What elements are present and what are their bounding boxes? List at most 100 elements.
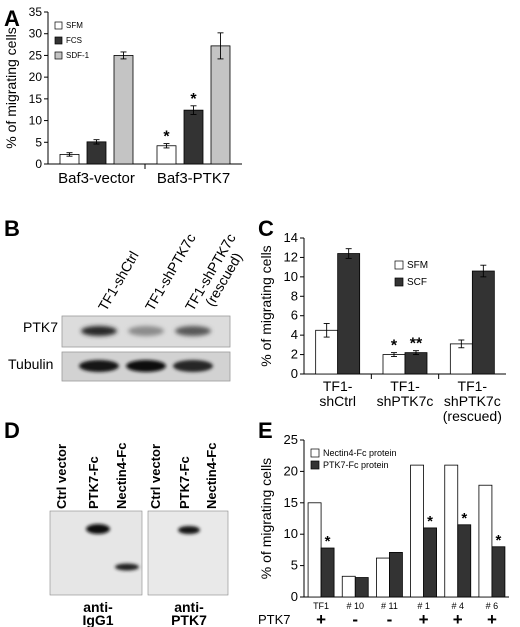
y-tick-label: 14 — [284, 230, 298, 245]
bar — [478, 484, 493, 598]
blot-d-lane-label: PTK7-Fc — [86, 456, 101, 509]
bar — [320, 547, 335, 598]
y-tick-label: 8 — [291, 288, 298, 303]
bar — [457, 524, 472, 598]
x-tick-label: TF1- — [390, 378, 420, 394]
bar — [404, 352, 428, 375]
legend-swatch — [54, 21, 63, 30]
ptk7-row-label: PTK7 — [258, 612, 291, 627]
blot-band-nectin4-fc — [115, 563, 139, 571]
blot-band-ptk7 — [128, 326, 164, 336]
bar — [354, 577, 369, 598]
bar — [210, 45, 231, 165]
legend-label: SDF-1 — [66, 51, 90, 60]
panel-label-c: C — [258, 216, 274, 241]
chart-e: 0 5 10 15 20 25 % of migrating cells * TF1 # 10 # … — [258, 432, 509, 627]
legend-swatch — [54, 51, 63, 60]
blot-d-antibody-label: anti- — [83, 599, 113, 615]
bar — [423, 527, 437, 598]
y-tick-label: 4 — [291, 327, 298, 342]
y-axis-label: % of migrating cells — [258, 458, 274, 579]
panel-label-d: D — [4, 418, 20, 443]
chart-a: 0 5 10 15 20 25 30 35 % of migrating cells Baf3-v… — [3, 5, 242, 187]
blot-b-lane-label: TF1-shCtrl — [95, 248, 142, 313]
legend-label: Nectin4-Fc protein — [323, 448, 397, 458]
blot-band-ptk7 — [175, 326, 211, 336]
x-tick-label: shPTK7c — [377, 393, 434, 409]
y-axis-label: % of migrating cells — [3, 27, 19, 148]
legend-swatch — [54, 36, 63, 45]
y-tick-label: 5 — [35, 135, 42, 149]
bar — [376, 557, 390, 598]
bar — [113, 55, 134, 165]
y-tick-label: 25 — [29, 48, 43, 62]
x-tick-label: TF1 — [313, 601, 329, 611]
blot-b: TF1-shCtrl TF1-shPTK7c TF1-shPTK7c (resc… — [8, 231, 245, 382]
blot-b-row-label: Tubulin — [8, 356, 53, 372]
legend-label: FCS — [66, 36, 82, 45]
y-tick-label: 2 — [291, 347, 298, 362]
blot-d-film-2 — [147, 510, 229, 596]
bar — [307, 502, 322, 598]
blot-d-lane-label: Nectin4-Fc — [204, 443, 219, 509]
blot-d-antibody-label: IgG1 — [82, 612, 113, 627]
significance-label: * — [461, 510, 467, 527]
ptk7-status: + — [316, 610, 326, 627]
y-tick-label: 0 — [291, 589, 298, 604]
significance-label: * — [391, 338, 398, 355]
significance-label: * — [325, 533, 331, 550]
significance-label: * — [495, 532, 501, 549]
panel-label-e: E — [258, 418, 273, 443]
ptk7-status: + — [487, 610, 497, 627]
significance-label: * — [163, 129, 170, 146]
legend-label: PTK7-Fc protein — [323, 460, 389, 470]
bar — [444, 464, 459, 598]
legend-label: SFM — [66, 21, 83, 30]
blot-band-ptk7 — [81, 326, 117, 336]
y-tick-label: 20 — [29, 70, 43, 84]
x-tick-label: shPTK7c — [444, 393, 501, 409]
significance-label: * — [190, 91, 197, 108]
blot-b-row-label: PTK7 — [23, 319, 58, 335]
legend-swatch — [310, 460, 320, 470]
ptk7-status: + — [419, 610, 429, 627]
legend-swatch — [394, 260, 404, 270]
panel-label-a: A — [4, 6, 20, 31]
legend-label: SCF — [407, 277, 427, 288]
blot-d-lane-label: Nectin4-Fc — [114, 443, 129, 509]
bar — [389, 552, 403, 598]
blot-d-film-1 — [49, 510, 143, 596]
y-tick-label: 30 — [29, 27, 43, 41]
blot-d-lane-label: Ctrl vector — [54, 444, 69, 509]
y-tick-label: 35 — [29, 5, 43, 19]
x-tick-label: # 1 — [417, 601, 430, 611]
y-tick-label: 12 — [284, 249, 298, 264]
bar — [156, 145, 177, 165]
legend-label: SFM — [407, 260, 428, 271]
significance-label: * — [427, 513, 433, 530]
x-tick-label: Baf3-PTK7 — [157, 170, 230, 187]
significance-label: ** — [410, 336, 423, 353]
y-tick-label: 6 — [291, 308, 298, 323]
x-tick-label: Baf3-vector — [58, 170, 135, 187]
bar — [341, 575, 356, 598]
y-tick-label: 15 — [29, 92, 43, 106]
bar — [183, 109, 204, 165]
bar — [449, 343, 473, 375]
y-tick-label: 0 — [35, 157, 42, 171]
y-tick-label: 5 — [291, 558, 298, 573]
bar — [491, 546, 506, 598]
bar — [471, 270, 495, 375]
bar — [382, 354, 406, 375]
blot-d-antibody-label: anti- — [174, 599, 204, 615]
bar — [410, 464, 424, 598]
y-tick-label: 0 — [291, 366, 298, 381]
x-tick-label: shCtrl — [319, 393, 356, 409]
panel-label-b: B — [4, 216, 20, 241]
legend-swatch — [394, 277, 404, 287]
y-axis-label: % of migrating cells — [258, 245, 274, 366]
blot-band-tubulin — [126, 360, 166, 372]
blot-d: Ctrl vector PTK7-Fc Nectin4-Fc Ctrl vect… — [49, 443, 229, 627]
